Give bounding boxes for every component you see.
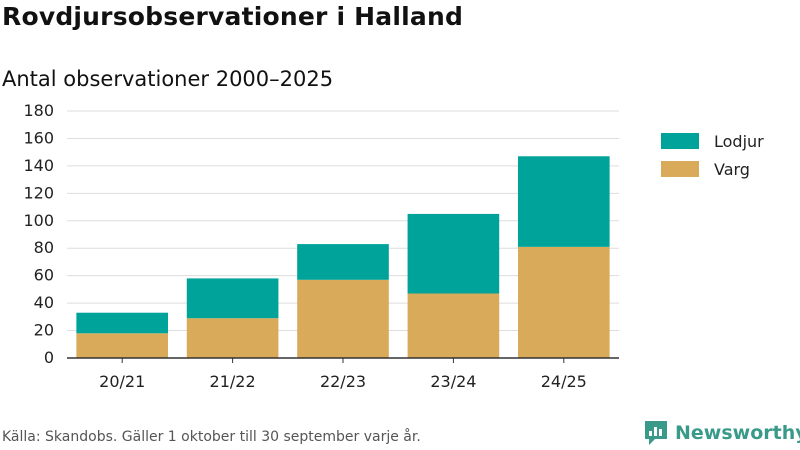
brand-name: Newsworthy xyxy=(675,422,800,444)
y-tick-label: 180 xyxy=(23,101,54,120)
x-tick-label: 22/23 xyxy=(320,372,366,391)
bar-lodjur xyxy=(517,156,610,247)
x-tick-label: 21/22 xyxy=(210,372,256,391)
bar-varg xyxy=(407,293,500,358)
legend-label-varg: Varg xyxy=(714,159,750,179)
y-tick-label: 140 xyxy=(23,156,54,175)
bar-lodjur xyxy=(407,213,500,294)
x-tick-label: 23/24 xyxy=(430,372,476,391)
newsworthy-logo-icon xyxy=(645,421,667,445)
y-tick-label: 0 xyxy=(44,348,54,367)
legend-swatch-varg xyxy=(661,161,699,177)
source-note: Källa: Skandobs. Gäller 1 oktober till 3… xyxy=(2,429,421,445)
legend-item-lodjur: Lodjur xyxy=(661,127,764,155)
legend: Lodjur Varg xyxy=(661,127,764,183)
y-tick-label: 40 xyxy=(34,293,54,312)
y-tick-label: 100 xyxy=(23,211,54,230)
bar-varg xyxy=(76,333,169,358)
chart-subtitle: Antal observationer 2000–2025 xyxy=(2,67,334,91)
y-tick-label: 120 xyxy=(23,183,54,202)
y-tick-label: 60 xyxy=(34,266,54,285)
bar-varg xyxy=(297,279,389,358)
chart-title: Rovdjursobservationer i Halland xyxy=(2,2,464,31)
bar-varg xyxy=(186,318,279,358)
y-tick-label: 20 xyxy=(34,321,54,340)
legend-swatch-lodjur xyxy=(661,133,699,149)
brand-logo[interactable]: Newsworthy xyxy=(643,419,800,447)
bar-varg xyxy=(517,246,610,358)
bar-lodjur xyxy=(76,312,169,334)
y-tick-label: 160 xyxy=(23,128,54,147)
bar-lodjur xyxy=(186,278,279,319)
bar-lodjur xyxy=(297,244,389,280)
y-tick-label: 80 xyxy=(34,238,54,257)
x-tick-label: 20/21 xyxy=(99,372,145,391)
legend-label-lodjur: Lodjur xyxy=(714,131,764,151)
legend-item-varg: Varg xyxy=(661,155,764,183)
x-tick-label: 24/25 xyxy=(541,372,587,391)
